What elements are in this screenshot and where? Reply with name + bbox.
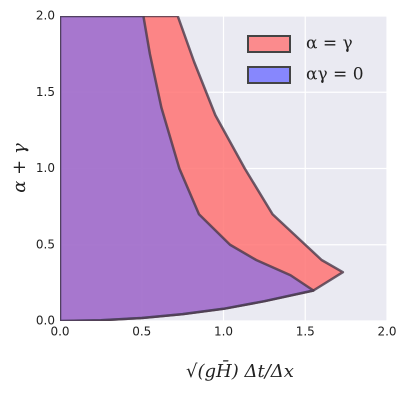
y-tick-label: 1.0 [36,161,55,175]
legend-swatch [247,35,291,53]
legend-label: αγ = 0 [306,65,364,85]
y-tick-label: 1.5 [36,85,55,99]
x-tick-label: 1.0 [214,325,233,339]
x-axis-label: √(gH̄) Δt/Δx [186,359,294,382]
y-tick-label: 2.0 [36,9,55,23]
x-tick-label: 0.5 [132,325,151,339]
y-tick-label: 0.5 [36,237,55,251]
x-tick-label: 2.0 [377,325,396,339]
x-tick-label: 1.5 [296,325,315,339]
y-axis-label: α + γ [9,143,30,193]
legend-swatch [247,66,291,84]
area [60,16,315,321]
legend-label: α = γ [306,34,353,54]
x-tick-label: 0.0 [50,325,69,339]
y-tick-label: 0.0 [36,314,55,328]
